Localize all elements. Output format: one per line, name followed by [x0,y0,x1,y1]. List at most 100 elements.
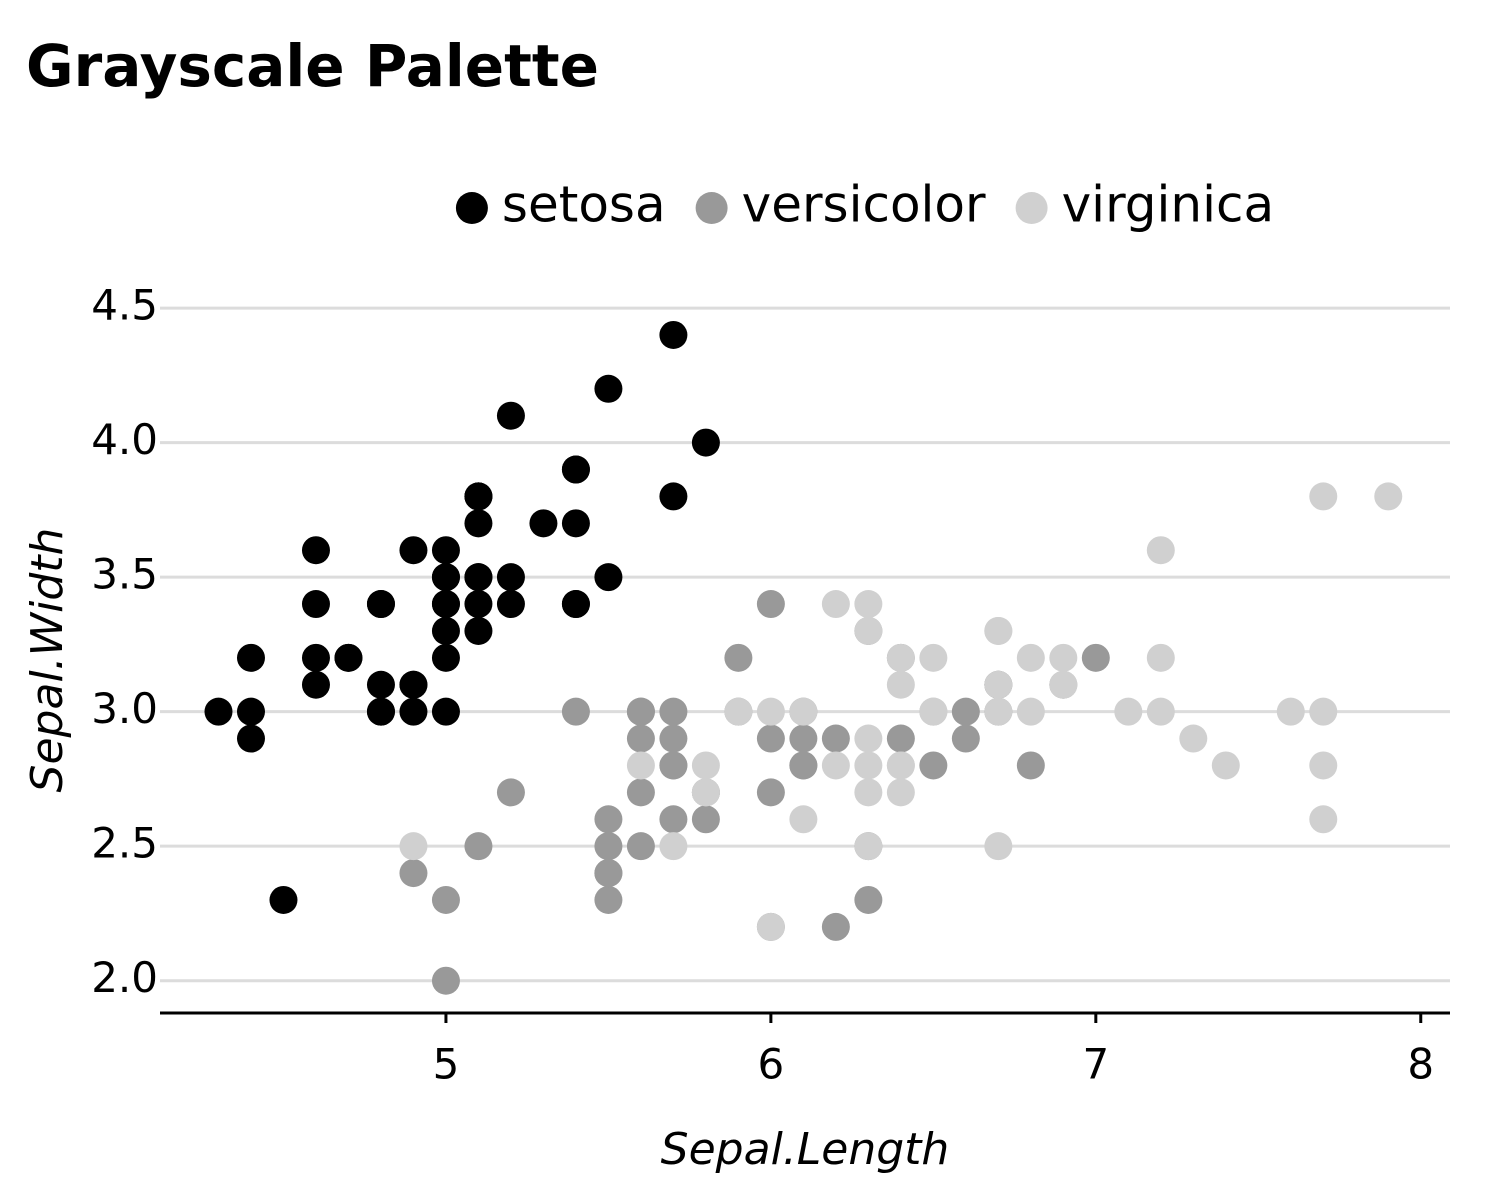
point [691,778,720,807]
point [854,751,883,780]
point [1179,724,1208,753]
point [1309,805,1338,834]
point [691,805,720,834]
point [399,670,428,699]
point [1309,482,1338,511]
point [886,724,915,753]
point [984,616,1013,645]
point [399,697,428,726]
point [594,805,623,834]
point [886,778,915,807]
point [626,697,655,726]
point [626,724,655,753]
point [919,643,948,672]
point [301,670,330,699]
point [496,778,525,807]
point [366,670,395,699]
point [594,563,623,592]
point [431,563,460,592]
point [496,563,525,592]
point [984,670,1013,699]
point [464,590,493,619]
point [1146,643,1175,672]
point [464,832,493,861]
point [1016,643,1045,672]
y-tick-label: 4.0 [91,415,158,464]
point [269,885,298,914]
point [886,751,915,780]
legend-label: setosa [502,176,666,234]
point [854,616,883,645]
legend-marker [1015,192,1048,224]
point [1211,751,1240,780]
point [204,697,233,726]
point [919,697,948,726]
point [399,536,428,565]
point [886,643,915,672]
legend-marker [695,192,728,224]
point [854,885,883,914]
point [561,509,590,538]
point [464,482,493,511]
point [821,751,850,780]
point [724,697,753,726]
point [366,697,395,726]
point [464,616,493,645]
point [886,670,915,699]
point [724,643,753,672]
x-tick-label: 5 [433,1040,460,1089]
x-axis-title: Sepal.Length [661,1124,950,1175]
point [691,751,720,780]
point [854,778,883,807]
point [756,724,785,753]
point [464,563,493,592]
point [561,455,590,484]
point [659,805,688,834]
y-tick-label: 3.5 [91,550,158,599]
legend-label: versicolor [742,176,986,234]
point [431,590,460,619]
point [951,697,980,726]
point [399,832,428,861]
point [854,590,883,619]
point [334,643,363,672]
point [236,697,265,726]
point [236,724,265,753]
point [431,616,460,645]
point [951,724,980,753]
point [659,832,688,861]
point [1146,697,1175,726]
point [789,751,818,780]
point [399,859,428,888]
point [789,697,818,726]
point [984,697,1013,726]
point [756,912,785,941]
point [659,751,688,780]
point [301,590,330,619]
point [561,590,590,619]
point [659,482,688,511]
y-axis-title: Sepal.Width [22,528,73,793]
point [626,751,655,780]
point [1114,697,1143,726]
point [594,859,623,888]
point [854,832,883,861]
point [659,320,688,349]
point [431,966,460,995]
point [1374,482,1403,511]
y-tick-label: 2.5 [91,819,158,868]
x-tick-label: 7 [1082,1040,1109,1089]
y-tick-label: 2.0 [91,953,158,1002]
chart-title: Grayscale Palette [26,32,599,100]
point [659,724,688,753]
point [821,724,850,753]
point [1016,751,1045,780]
point [1016,697,1045,726]
point [659,697,688,726]
point [431,697,460,726]
point [1049,643,1078,672]
point [789,805,818,834]
point [919,751,948,780]
point [1309,751,1338,780]
